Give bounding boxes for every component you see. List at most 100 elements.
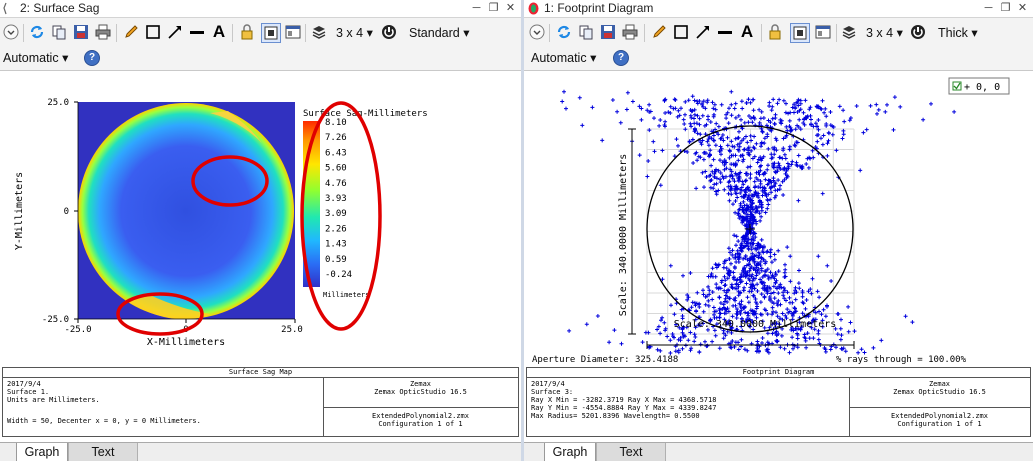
window-layout-icon[interactable] (284, 23, 302, 41)
title-bar[interactable]: 2: Surface Sag ─ ❐ ✕ (0, 0, 521, 18)
info-line: 2017/9/4 (531, 380, 565, 388)
colorbar-value: 2.26 (325, 224, 347, 234)
colorbar-value: 7.26 (325, 133, 347, 143)
line-icon[interactable] (188, 23, 206, 41)
copy-icon[interactable] (50, 23, 68, 41)
main-toolbar: A 3 x 4 ▾ Thick ▾ (524, 20, 1033, 46)
info-config: Configuration 1 of 1 (897, 420, 982, 428)
minimize-button[interactable]: ─ (984, 2, 993, 14)
window-title: 1: Footprint Diagram (544, 1, 654, 15)
rays-through-label: % rays through = 100.00% (836, 355, 967, 365)
scale-dropdown[interactable]: Automatic ▾ (3, 51, 69, 65)
power-icon[interactable] (380, 23, 398, 41)
scale-dropdown[interactable]: Automatic ▾ (531, 51, 597, 65)
zemax-app-icon (528, 2, 539, 15)
vertical-scale-label: Scale: 340.0000 Millimeters (618, 154, 629, 317)
annotation-ellipse-top (191, 155, 269, 207)
close-button[interactable]: ✕ (505, 2, 516, 14)
layers-icon[interactable] (840, 23, 858, 41)
info-product: Zemax OpticStudio 16.5 (893, 388, 986, 396)
colorbar-value: 0.59 (325, 255, 347, 265)
save-icon[interactable] (599, 23, 617, 41)
sag-map-aperture (78, 103, 294, 319)
refresh-icon[interactable] (555, 23, 573, 41)
legend-box[interactable] (948, 77, 1010, 95)
info-line: Ray Y Min = -4554.8884 Ray Y Max = 4339.… (531, 404, 717, 412)
info-panel: Footprint Diagram 2017/9/4 Surface 3: Ra… (526, 367, 1031, 437)
colorbar-value: 3.93 (325, 194, 347, 204)
tab-graph[interactable]: Graph (16, 443, 68, 461)
grid-layout-dropdown[interactable]: 3 x 4 ▾ (866, 26, 903, 40)
pencil-icon[interactable] (650, 23, 668, 41)
print-icon[interactable] (94, 23, 112, 41)
tab-text[interactable]: Text (68, 443, 138, 461)
main-toolbar: A 3 x 4 ▾ Standard ▾ (0, 20, 521, 46)
info-config: Configuration 1 of 1 (378, 420, 463, 428)
info-line: Max Radius= 5201.8396 Wavelength= 0.5500 (531, 412, 700, 420)
tab-graph[interactable]: Graph (544, 443, 596, 461)
power-icon[interactable] (909, 23, 927, 41)
fit-window-icon[interactable] (790, 23, 810, 43)
view-tabs: Graph Text (524, 442, 1033, 461)
fit-window-icon[interactable] (261, 23, 281, 43)
view-tabs: Graph Text (0, 442, 521, 461)
text-tool-icon[interactable]: A (740, 22, 754, 41)
lock-icon[interactable] (766, 23, 784, 41)
legend-entry: + 0, 0 (964, 82, 1000, 93)
layers-icon[interactable] (310, 23, 328, 41)
style-dropdown[interactable]: Standard ▾ (409, 26, 470, 40)
save-icon[interactable] (72, 23, 90, 41)
horizontal-scale-label: Scale: 340.0000 Millimeters (674, 319, 837, 330)
x-tick-label: 25.0 (281, 325, 303, 335)
copy-icon[interactable] (577, 23, 595, 41)
line-icon[interactable] (716, 23, 734, 41)
text-tool-icon[interactable]: A (212, 22, 226, 41)
title-bar[interactable]: 1: Footprint Diagram ─ ❐ ✕ (524, 0, 1033, 18)
window-grip-icon (3, 2, 7, 15)
print-icon[interactable] (621, 23, 639, 41)
settings-chevron-button[interactable] (2, 23, 20, 41)
info-line: Ray X Min = -3282.3719 Ray X Max = 4368.… (531, 396, 717, 404)
minimize-button[interactable]: ─ (472, 2, 481, 14)
window-title: 2: Surface Sag (20, 1, 100, 15)
pencil-icon[interactable] (122, 23, 140, 41)
refresh-icon[interactable] (28, 23, 46, 41)
surface-sag-plot: 25.0 0 -25.0 -25.0 0 25.0 X-Millimeters … (14, 98, 428, 348)
legend-checkbox[interactable] (952, 81, 962, 91)
colorbar-value: -0.24 (325, 270, 352, 280)
rectangle-icon[interactable] (144, 23, 162, 41)
footprint-diagram-window: 1: Footprint Diagram ─ ❐ ✕ A 3 x 4 ▾ Thi… (524, 0, 1033, 461)
lock-icon[interactable] (238, 23, 256, 41)
aperture-circle (646, 125, 854, 333)
colorbar-value: 4.76 (325, 179, 347, 189)
restore-button[interactable]: ❐ (1000, 2, 1011, 14)
colorbar-unit: Millimeters (323, 291, 369, 299)
info-line: 2017/9/4 (7, 380, 41, 388)
info-line: Surface 1. (7, 388, 50, 396)
rectangle-icon[interactable] (672, 23, 690, 41)
info-file: ExtendedPolynomial2.zmx (372, 412, 469, 420)
help-icon[interactable]: ? (613, 50, 629, 66)
info-title: Surface Sag Map (3, 368, 518, 378)
info-panel: Surface Sag Map 2017/9/4 Surface 1. Unit… (2, 367, 519, 437)
settings-chevron-button[interactable] (528, 23, 546, 41)
colorbar-title: Surface Sag-Millimeters (303, 109, 428, 119)
window-layout-icon[interactable] (814, 23, 832, 41)
close-button[interactable]: ✕ (1017, 2, 1028, 14)
arrow-icon[interactable] (694, 23, 712, 41)
colorbar-labels: 8.10 7.26 6.43 5.60 4.76 3.93 3.09 2.26 1.43 0.59… (325, 118, 352, 280)
tab-text[interactable]: Text (596, 443, 666, 461)
info-product: Zemax OpticStudio 16.5 (374, 388, 467, 396)
grid-layout-dropdown[interactable]: 3 x 4 ▾ (336, 26, 373, 40)
window-splitter[interactable] (521, 0, 524, 461)
help-icon[interactable]: ? (84, 50, 100, 66)
aperture-diameter-label: Aperture Diameter: 325.4188 (532, 355, 678, 365)
style-dropdown[interactable]: Thick ▾ (938, 26, 978, 40)
info-file: ExtendedPolynomial2.zmx (891, 412, 988, 420)
restore-button[interactable]: ❐ (488, 2, 499, 14)
x-axis-label: X-Millimeters (147, 337, 225, 348)
y-axis-label: Y-Millimeters (14, 172, 25, 250)
info-company: Zemax (409, 380, 432, 388)
colorbar-value: 6.43 (325, 148, 347, 158)
arrow-icon[interactable] (166, 23, 184, 41)
